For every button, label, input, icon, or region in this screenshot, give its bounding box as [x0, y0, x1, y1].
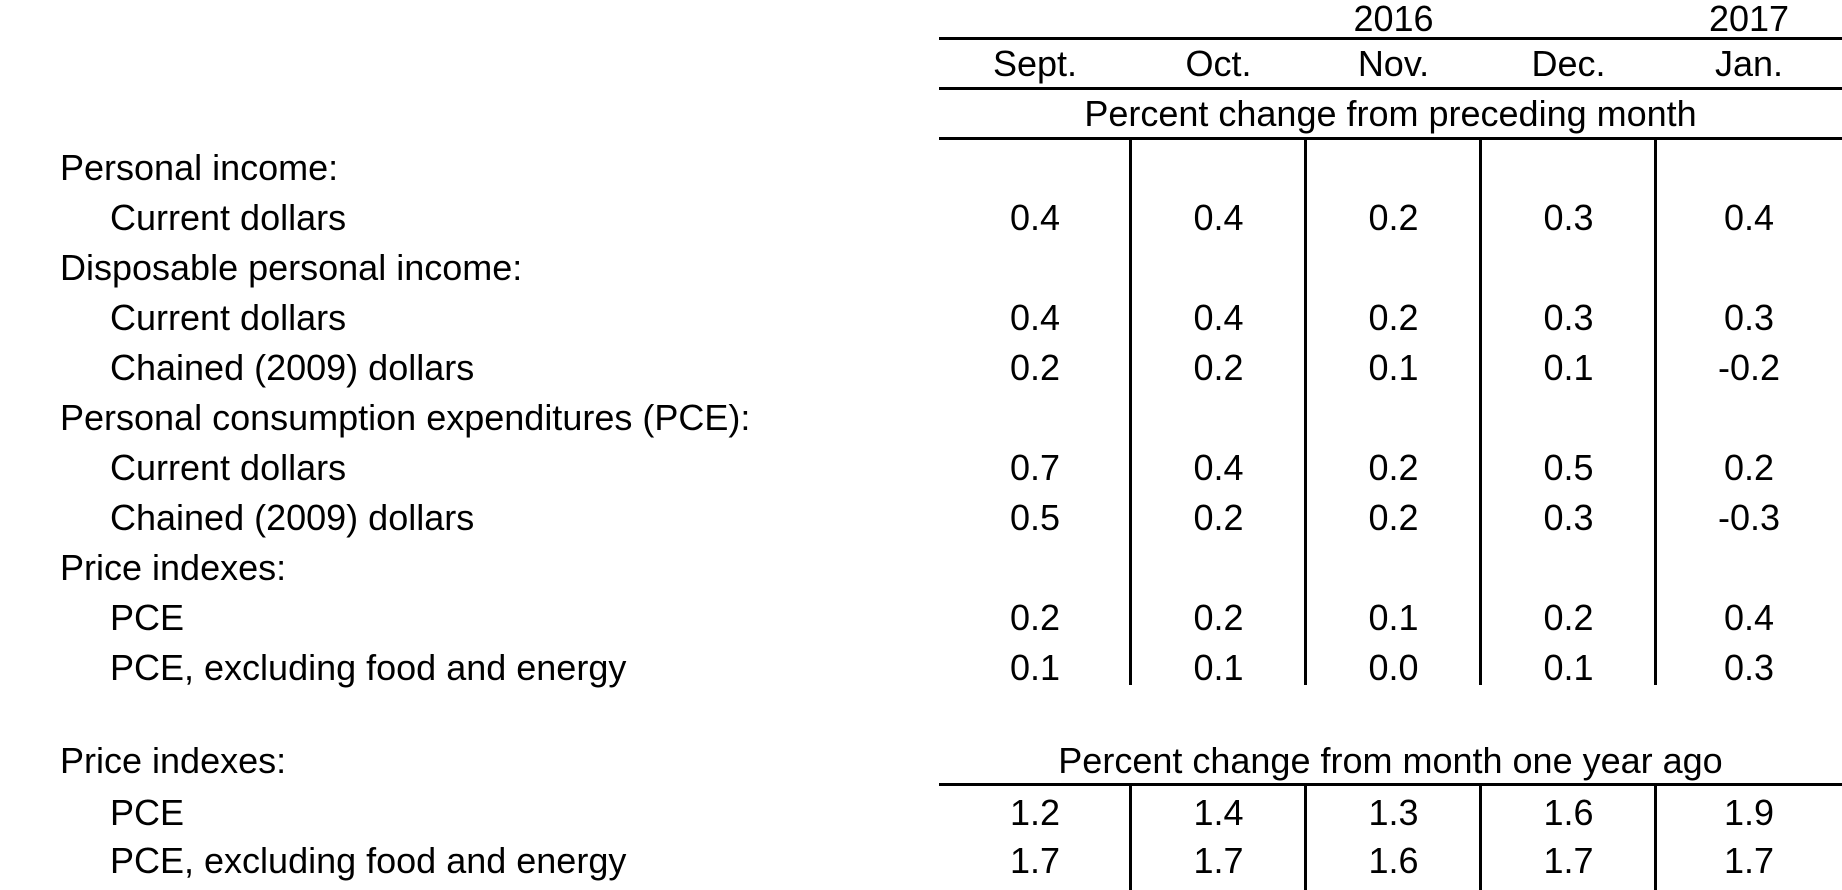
- cell-dec: 1.7: [1543, 840, 1594, 881]
- cell-oct: 0.2: [1193, 347, 1244, 388]
- cell-dec: 0.3: [1543, 497, 1594, 538]
- table-row: Disposable personal income:: [0, 243, 1842, 293]
- column-separator: [1129, 786, 1132, 890]
- row-label: PCE: [110, 597, 185, 638]
- cell-jan: 1.9: [1723, 792, 1775, 833]
- cell-nov: 1.6: [1368, 840, 1419, 881]
- cell-dec: 0.1: [1543, 347, 1594, 388]
- cell-sept: 0.4: [1009, 197, 1061, 238]
- cell-nov: 0.0: [1368, 647, 1419, 688]
- column-separator: [1654, 140, 1657, 685]
- row-label: Current dollars: [110, 447, 347, 488]
- cell-jan: 0.3: [1723, 297, 1775, 338]
- cell-sept: 0.2: [1009, 597, 1061, 638]
- table-row: Price indexes:: [0, 543, 1842, 593]
- cell-dec: 0.2: [1543, 597, 1594, 638]
- year-2017-label: 2017: [1708, 0, 1790, 39]
- column-separator: [1654, 786, 1657, 890]
- cell-jan: -0.2: [1717, 347, 1781, 388]
- rule-under-months: [939, 87, 1842, 90]
- month-header-jan: Jan.: [1714, 43, 1784, 84]
- column-separator: [1304, 786, 1307, 890]
- section1-unit-banner: Percent change from preceding month: [1084, 93, 1697, 134]
- cell-jan: 0.2: [1723, 447, 1775, 488]
- table-row: Chained (2009) dollars 0.2 0.2 0.1 0.1 -0.2: [0, 343, 1842, 393]
- cell-sept: 1.7: [1009, 840, 1061, 881]
- row-label: Personal consumption expenditures (PCE):: [60, 397, 751, 438]
- section2-unit-banner: Percent change from month one year ago: [1058, 740, 1723, 781]
- cell-jan: 0.4: [1723, 197, 1775, 238]
- row-label: Chained (2009) dollars: [110, 347, 475, 388]
- cell-oct: 0.4: [1193, 447, 1244, 488]
- month-header-dec: Dec.: [1531, 43, 1606, 84]
- cell-dec: 0.1: [1543, 647, 1594, 688]
- cell-jan: 0.3: [1723, 647, 1775, 688]
- table-row: Current dollars 0.4 0.4 0.2 0.3 0.3: [0, 293, 1842, 343]
- table-row: PCE 0.2 0.2 0.1 0.2 0.4: [0, 593, 1842, 643]
- section2-header-label: Price indexes:: [60, 740, 287, 781]
- cell-sept: 0.1: [1009, 647, 1061, 688]
- cell-sept: 0.4: [1009, 297, 1061, 338]
- cell-sept: 0.2: [1009, 347, 1061, 388]
- rule-under-section2-banner: [939, 783, 1842, 786]
- cell-jan: -0.3: [1717, 497, 1781, 538]
- row-label: Current dollars: [110, 297, 347, 338]
- row-label: Price indexes:: [60, 547, 287, 588]
- cell-jan: 1.7: [1723, 840, 1775, 881]
- row-label: Current dollars: [110, 197, 347, 238]
- table-row: Chained (2009) dollars 0.5 0.2 0.2 0.3 -0.3: [0, 493, 1842, 543]
- column-separator: [1479, 786, 1482, 890]
- cell-jan: 0.4: [1723, 597, 1775, 638]
- cell-dec: 0.3: [1543, 297, 1594, 338]
- row-label: Disposable personal income:: [60, 247, 523, 288]
- cell-oct: 0.4: [1193, 197, 1244, 238]
- cell-nov: 0.2: [1368, 447, 1419, 488]
- row-label: PCE, excluding food and energy: [110, 647, 627, 688]
- cell-dec: 0.3: [1543, 197, 1594, 238]
- cell-dec: 0.5: [1543, 447, 1594, 488]
- cell-nov: 0.2: [1368, 497, 1419, 538]
- column-separator: [1129, 140, 1132, 685]
- cell-oct: 0.2: [1193, 597, 1244, 638]
- month-header-nov: Nov.: [1357, 43, 1430, 84]
- cell-nov: 0.1: [1368, 597, 1419, 638]
- cell-nov: 0.2: [1368, 297, 1419, 338]
- month-header-oct: Oct.: [1185, 43, 1252, 84]
- cell-oct: 1.7: [1193, 840, 1244, 881]
- column-separator: [1479, 140, 1482, 685]
- column-separator: [1304, 140, 1307, 685]
- cell-oct: 0.4: [1193, 297, 1244, 338]
- cell-sept: 1.2: [1009, 792, 1061, 833]
- table-row: Personal consumption expenditures (PCE):: [0, 393, 1842, 443]
- cell-oct: 0.1: [1193, 647, 1244, 688]
- cell-nov: 1.3: [1368, 792, 1419, 833]
- cell-sept: 0.5: [1009, 497, 1061, 538]
- row-label: PCE: [110, 792, 185, 833]
- rule-under-years: [939, 37, 1842, 40]
- rule-under-section1-banner: [939, 137, 1842, 140]
- cell-sept: 0.7: [1009, 447, 1061, 488]
- cell-oct: 1.4: [1193, 792, 1244, 833]
- row-label: PCE, excluding food and energy: [110, 840, 627, 881]
- row-label: Personal income:: [60, 147, 339, 188]
- month-header-sept: Sept.: [992, 43, 1078, 84]
- table-row: Current dollars 0.4 0.4 0.2 0.3 0.4: [0, 193, 1842, 243]
- table-row: PCE, excluding food and energy 0.1 0.1 0.0…: [0, 643, 1842, 693]
- table-row: PCE 1.2 1.4 1.3 1.6 1.9: [0, 788, 1842, 838]
- cell-nov: 0.1: [1368, 347, 1419, 388]
- cell-oct: 0.2: [1193, 497, 1244, 538]
- cell-nov: 0.2: [1368, 197, 1419, 238]
- year-2016-label: 2016: [1353, 0, 1434, 39]
- table-row: Personal income:: [0, 143, 1842, 193]
- table-row: PCE, excluding food and energy 1.7 1.7 1.6…: [0, 836, 1842, 886]
- cell-dec: 1.6: [1543, 792, 1594, 833]
- table-row: Current dollars 0.7 0.4 0.2 0.5 0.2: [0, 443, 1842, 493]
- row-label: Chained (2009) dollars: [110, 497, 475, 538]
